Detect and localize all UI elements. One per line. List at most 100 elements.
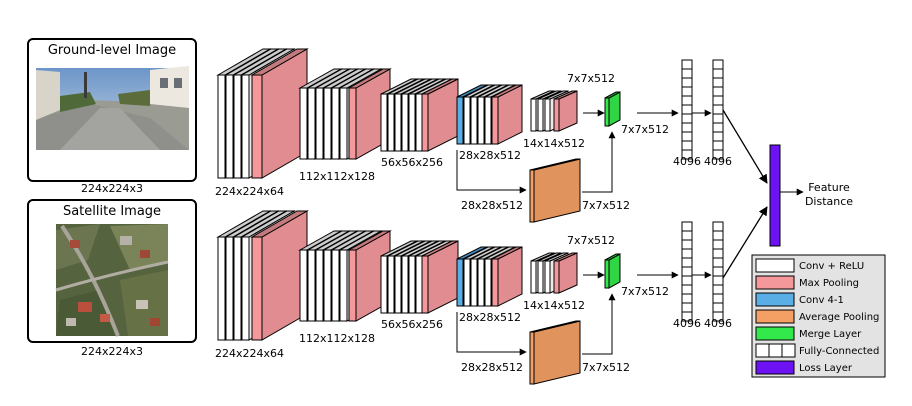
ground-branch: 224x224x64112x112x12856x56x25628x28x5121… xyxy=(215,48,732,223)
branch-avgpool-to-merge-arrow xyxy=(582,131,616,193)
loss-layer xyxy=(769,144,781,247)
branch-label-merge: 7x7x512 xyxy=(621,285,669,298)
branch-fc1-unit xyxy=(681,293,693,304)
branch-label-pool: 7x7x512 xyxy=(567,234,615,247)
branch-label-fc1: 4096 xyxy=(673,317,701,330)
branch-conv41-to-avgpool-arrow xyxy=(456,312,527,356)
satellite-image-size: 224x224x3 xyxy=(81,345,143,358)
ground-image-panel: Ground-level Image 224x224x3 xyxy=(27,38,197,195)
branch-fc1-unit xyxy=(681,77,693,88)
loss-section: Feature Distance xyxy=(722,109,853,279)
legend: Conv + ReLU Max Pooling Conv 4-1 Average Po… xyxy=(751,254,886,378)
branch-label-s1: 224x224x64 xyxy=(215,185,284,198)
branch-s4-conv-0-front xyxy=(463,96,471,145)
satellite-image-title: Satellite Image xyxy=(63,204,161,219)
branch-s2-conv-0-front xyxy=(299,87,308,160)
top-to-loss-arrow xyxy=(722,109,768,184)
branch-fc1-unit xyxy=(681,275,693,286)
legend-label-1: Max Pooling xyxy=(799,278,859,289)
branch-fc2-unit xyxy=(712,113,724,124)
branch-avgpool-front xyxy=(529,331,535,385)
branch-s2-conv-5-front xyxy=(339,249,348,322)
branch-label-s3: 56x56x256 xyxy=(381,156,443,169)
branch-fc2-unit xyxy=(712,302,724,313)
branch-s4-conv-1-front xyxy=(470,96,478,145)
legend-swatch-1 xyxy=(755,275,795,290)
branch-fc1-unit xyxy=(681,140,693,151)
branch-s4-pool xyxy=(491,246,523,307)
branch-fc2-unit xyxy=(712,140,724,151)
branch-s2-conv-1-front xyxy=(307,249,316,322)
branch-label-s4: 28x28x512 xyxy=(459,311,521,324)
branch-fc1-unit xyxy=(681,257,693,268)
branch-fc2-unit xyxy=(712,104,724,115)
branch-s1-pool-front xyxy=(251,236,263,341)
branch-fc1-unit xyxy=(681,59,693,70)
branch-s4-conv-0-front xyxy=(463,258,471,307)
branch-conv41-to-avgpool-arrow xyxy=(456,150,527,194)
legend-swatch-3 xyxy=(755,309,795,324)
branch-fc2-unit xyxy=(712,284,724,295)
branch-s1-conv-2-front xyxy=(233,74,242,179)
branch-fc2-unit xyxy=(712,257,724,268)
branch-fc1-unit xyxy=(681,266,693,277)
legend-swatch-fc-cell xyxy=(768,343,783,358)
branch-fc2-unit xyxy=(712,221,724,232)
branch-s2-conv-5-front xyxy=(339,87,348,160)
legend-swatch-0 xyxy=(755,258,795,273)
branch-s4-conv41-front xyxy=(456,96,464,145)
branch-fc1-unit xyxy=(681,104,693,115)
branch-merge xyxy=(604,91,621,127)
branch-s3-conv-4-front xyxy=(408,93,416,152)
branch-fc2-unit xyxy=(712,122,724,133)
branch-s2-pool-front xyxy=(348,249,357,322)
branch-s3-conv-1-front xyxy=(387,255,395,314)
branch-s3-conv-2-front xyxy=(394,93,402,152)
legend-label-5: Fully-Connected xyxy=(799,346,879,357)
ground-level-photo xyxy=(36,66,189,150)
branch-merge-front xyxy=(604,97,610,127)
branch-fc1-unit xyxy=(681,221,693,232)
branch-s1-conv-2-front xyxy=(233,236,242,341)
legend-label-6: Loss Layer xyxy=(799,363,853,374)
branch-avgpool-front xyxy=(529,169,535,223)
branch-s1-conv-1-front xyxy=(225,74,234,179)
branch-s1-pool xyxy=(250,210,309,341)
branch-fc1-unit xyxy=(681,149,693,160)
branch-s3-conv-0-front xyxy=(380,255,388,314)
legend-label-3: Average Pooling xyxy=(799,312,879,323)
branch-label-s1: 224x224x64 xyxy=(215,347,284,360)
branch-s3-conv-4-front xyxy=(408,255,416,314)
branch-s5-pool xyxy=(553,252,578,294)
output-label-line1: Feature xyxy=(808,181,850,194)
branch-fc1-unit xyxy=(681,284,693,295)
branch-fc2-unit xyxy=(712,248,724,259)
legend-swatch-6 xyxy=(755,360,795,375)
branch-s3-conv-1-front xyxy=(387,93,395,152)
branch-s4-conv-3-front xyxy=(484,258,492,307)
branch-s2-conv-3-front xyxy=(323,249,332,322)
branch-avgpool xyxy=(529,320,581,385)
branch-s3-pool xyxy=(421,78,459,152)
branch-s1-conv-3-front xyxy=(241,74,250,179)
output-label-line2: Distance xyxy=(805,195,853,208)
branch-fc2-unit xyxy=(712,239,724,250)
branch-s4-conv-2-front xyxy=(477,96,485,145)
branch-fc1-unit xyxy=(681,95,693,106)
legend-swatch-fc-cell xyxy=(755,343,770,358)
branch-s3-conv-3-front xyxy=(401,255,409,314)
branch-label-avg-in: 28x28x512 xyxy=(461,199,523,212)
branch-fc2-unit xyxy=(712,59,724,70)
ground-image-title: Ground-level Image xyxy=(48,43,176,58)
branch-fc2-unit xyxy=(712,275,724,286)
branch-s4-pool-front xyxy=(491,96,499,145)
branch-s2-conv-1-front xyxy=(307,87,316,160)
branch-s1-conv-3-front xyxy=(241,236,250,341)
branch-s5-conv-2-front xyxy=(544,98,551,132)
branch-fc2-unit xyxy=(712,95,724,106)
branch-s2-conv-4-front xyxy=(331,249,340,322)
branch-fc2-unit xyxy=(712,311,724,322)
ground-image-size: 224x224x3 xyxy=(81,182,143,195)
